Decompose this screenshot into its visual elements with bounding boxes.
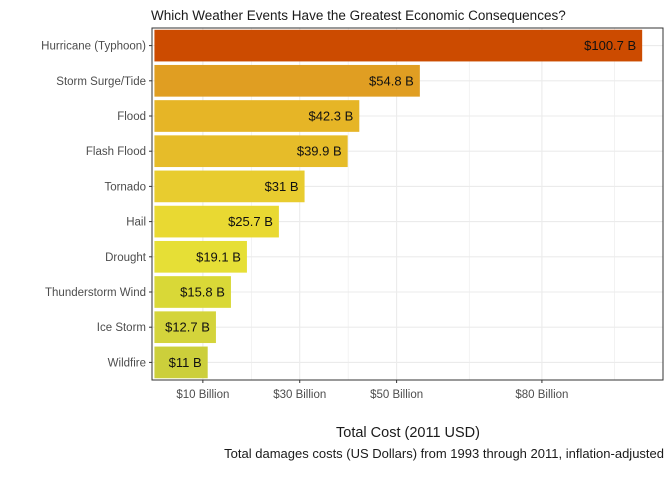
bar-value-label: $25.7 B (228, 214, 273, 229)
category-label: Tornado (104, 181, 146, 193)
bar (154, 64, 420, 97)
x-axis-label: Total Cost (2011 USD) (336, 425, 480, 441)
bar (154, 311, 216, 344)
category-label: Ice Storm (97, 322, 146, 334)
bar-value-label: $54.8 B (369, 73, 414, 88)
bar-value-label: $100.7 B (584, 38, 636, 53)
x-axis-ticks: $10 Billion $30 Billion $50 Billion $80 Bil… (176, 380, 568, 401)
bar (154, 205, 279, 238)
bar (154, 276, 231, 308)
chart-caption: Total damages costs (US Dollars) from 19… (224, 446, 664, 461)
chart-title: Which Weather Events Have the Greatest E… (151, 8, 566, 23)
bar-value-label: $11 B (169, 355, 202, 370)
bar-value-label: $15.8 B (180, 285, 225, 300)
category-label: Wildfire (108, 357, 146, 369)
x-tick-label: $30 Billion (273, 389, 326, 401)
category-label: Drought (105, 252, 147, 264)
category-label: Hurricane (Typhoon) (41, 41, 146, 53)
bar (154, 240, 247, 273)
bar (154, 100, 360, 132)
category-label: Thunderstorm Wind (45, 287, 146, 299)
bar-value-label: $39.9 B (297, 144, 342, 159)
bar (154, 29, 643, 62)
category-label: Hail (126, 217, 146, 229)
plot-panel-border (151, 27, 664, 381)
category-labels: Hurricane (Typhoon) Storm Surge/Tide Flood… (41, 41, 152, 369)
category-label: Storm Surge/Tide (56, 76, 146, 88)
x-tick-label: $50 Billion (370, 389, 423, 401)
bar (154, 170, 305, 203)
bar-value-label: $42.3 B (308, 109, 353, 124)
bar-value-label: $19.1 B (196, 249, 241, 264)
x-tick-label: $80 Billion (515, 389, 568, 401)
bar-value-label: $12.7 B (165, 320, 210, 335)
bar (154, 135, 348, 168)
bar-value-label: $31 B (265, 179, 299, 194)
bars: $100.7 B $54.8 B $42.3 B $39.9 B $31 B $25.7 … (154, 29, 643, 379)
category-label: Flood (117, 111, 146, 123)
category-label: Flash Flood (86, 146, 146, 158)
x-tick-label: $10 Billion (176, 389, 229, 401)
bar (154, 346, 208, 379)
